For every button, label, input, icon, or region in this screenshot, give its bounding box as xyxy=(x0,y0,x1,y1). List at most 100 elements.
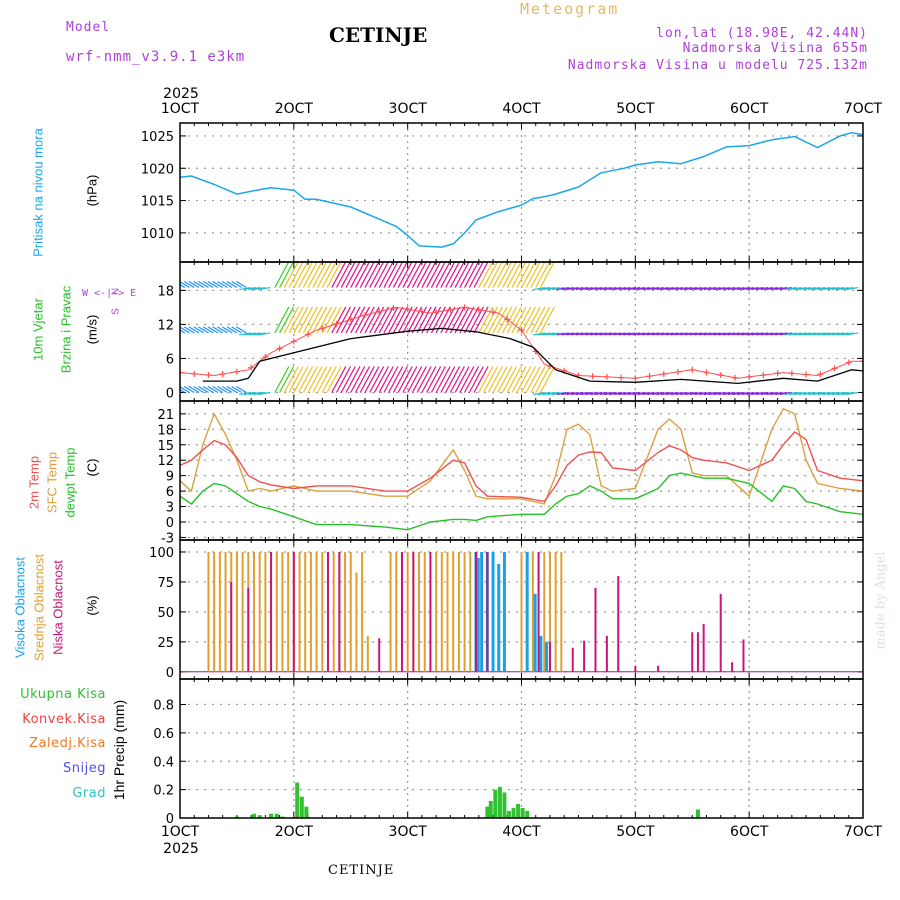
wind-vane xyxy=(383,366,399,393)
wind-vane xyxy=(580,286,593,291)
wind-vane xyxy=(713,332,726,336)
wind-vane xyxy=(770,332,783,336)
lonlat-text: lon,lat (18.98E, 42.44N) xyxy=(656,26,868,41)
wind-vane xyxy=(307,306,323,334)
wind-vane xyxy=(274,306,290,334)
bottom-year-label: 2025 xyxy=(163,841,199,857)
wind-vane xyxy=(340,366,356,393)
wind-vane xyxy=(665,332,679,336)
wind-vane xyxy=(827,286,840,291)
precip-total-bar xyxy=(506,810,511,818)
wind-vane xyxy=(789,332,802,336)
wind-vane xyxy=(604,286,617,291)
wind-vane xyxy=(298,262,314,288)
wind-vane xyxy=(492,262,508,288)
wind-vane xyxy=(253,286,266,291)
wind-vane xyxy=(713,391,726,396)
wind-vane xyxy=(217,281,228,289)
wind-vane xyxy=(770,391,783,396)
wind-vane xyxy=(741,391,755,396)
wind-vane xyxy=(775,332,788,336)
wind-vane xyxy=(421,306,437,334)
wind-vanes xyxy=(180,262,863,396)
wind-vane xyxy=(533,332,546,336)
wind-vane xyxy=(542,391,555,396)
top-time-tick-label: 7OCT xyxy=(844,101,883,117)
footer-title: CETINJE xyxy=(328,863,395,878)
wind-vane xyxy=(483,366,499,393)
wind-vane xyxy=(478,262,494,288)
wind-vane xyxy=(566,332,579,336)
wind-vane xyxy=(326,366,342,393)
wind-vane xyxy=(183,281,195,289)
wind-vane xyxy=(497,366,513,393)
wind-vane xyxy=(575,286,589,291)
wind-vane xyxy=(571,332,584,336)
wind-vane xyxy=(542,332,555,336)
wind-vane xyxy=(226,281,238,289)
wind-vane xyxy=(651,391,664,396)
wind-vane xyxy=(239,391,252,396)
top-time-tick-label: 2OCT xyxy=(275,101,314,117)
wind-vane xyxy=(561,332,574,336)
wind-vane xyxy=(193,326,205,334)
wind-vane xyxy=(694,286,707,291)
wind-vane xyxy=(713,286,726,291)
wind-vane xyxy=(359,306,375,334)
wind-vane xyxy=(812,332,826,336)
wind-vane xyxy=(751,391,764,396)
wind-vane xyxy=(378,306,394,334)
wind-vane xyxy=(618,332,631,336)
wind-vane xyxy=(492,306,508,334)
wind-vane xyxy=(359,366,375,393)
top-time-tick-label: 5OCT xyxy=(616,101,655,117)
wind-vane xyxy=(642,286,655,291)
wind-vane xyxy=(808,286,821,291)
precip-total-bar xyxy=(269,813,274,818)
wind-vane xyxy=(430,366,446,393)
wind-vane xyxy=(812,391,826,396)
pressure-line xyxy=(179,131,864,248)
wind-vane xyxy=(732,286,745,291)
wind-vane xyxy=(708,286,721,291)
precip-total-bar xyxy=(295,782,300,818)
precip-total-bar xyxy=(493,789,498,818)
wind-vane xyxy=(520,366,537,393)
wind-vane xyxy=(180,281,190,289)
wind-vane xyxy=(775,391,788,396)
panel-frame xyxy=(179,400,864,541)
wind-vane xyxy=(836,286,849,291)
wind-vane xyxy=(831,286,845,291)
wind-vane xyxy=(756,332,769,336)
wind-vane xyxy=(779,391,792,396)
wind-vane xyxy=(202,281,214,289)
top-time-tick-label: 3OCT xyxy=(389,101,428,117)
wind-vane xyxy=(599,332,612,336)
wind-vane xyxy=(530,306,546,334)
y-tick-label: 0.8 xyxy=(153,699,174,714)
wind-vane xyxy=(535,366,551,393)
wind-vane xyxy=(312,366,328,393)
wind-vane xyxy=(239,332,252,336)
wind-vane xyxy=(575,332,589,336)
wind-vane xyxy=(369,262,385,288)
wind-vane xyxy=(535,306,551,334)
wind-vane xyxy=(680,391,693,396)
wind-vane xyxy=(212,385,223,394)
wind-vane xyxy=(784,286,797,291)
wind-vane xyxy=(231,385,242,394)
wind-vane xyxy=(651,286,664,291)
wind-vane xyxy=(207,385,219,394)
wind-vane xyxy=(751,286,764,291)
wind-vane xyxy=(537,391,551,396)
wind-vane xyxy=(207,326,219,334)
wind-vane xyxy=(321,262,337,288)
wind-vane xyxy=(646,391,660,396)
wind-speed-line xyxy=(202,327,864,385)
y-tick-label: 50 xyxy=(157,606,174,621)
wind-vane xyxy=(359,262,375,288)
wind-vane xyxy=(293,262,309,288)
wind-vane xyxy=(525,366,541,393)
y-tick-label: 18 xyxy=(157,423,174,438)
elevation-text: Nadmorska Visina 655m xyxy=(682,41,868,56)
